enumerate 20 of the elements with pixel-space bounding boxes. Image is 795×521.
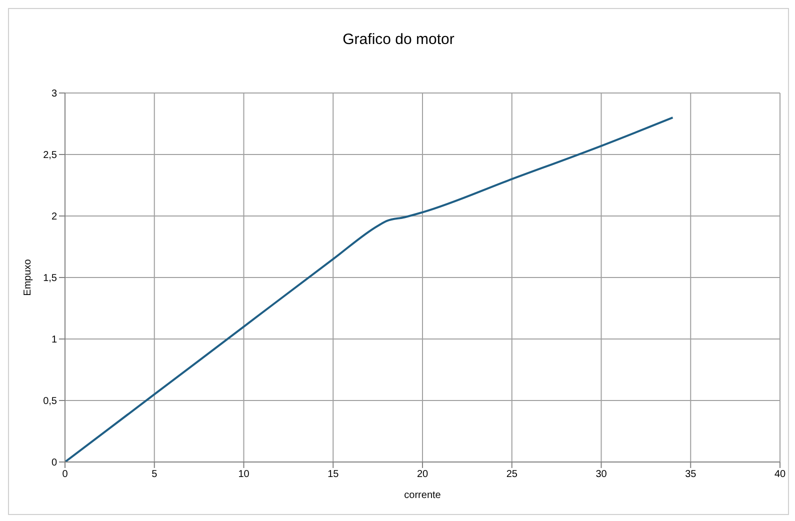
x-tick-label: 20: [416, 469, 428, 480]
y-tick-label: 0,5: [43, 396, 58, 408]
y-axis-title: Empuxo: [22, 258, 34, 296]
y-tick-label: 3: [51, 88, 58, 100]
y-tick-label: 1,5: [43, 273, 58, 284]
line-series: [65, 116, 674, 462]
chart-title: Grafico do motor: [342, 31, 456, 48]
x-tick-label: 25: [506, 469, 518, 480]
y-tick-label: 1: [51, 334, 58, 346]
x-tick-label: 10: [238, 469, 250, 480]
x-tick-label: 15: [328, 469, 340, 480]
x-tick-label: 0: [62, 469, 68, 480]
y-tick-label: 0: [51, 458, 58, 469]
x-tick-label: 5: [152, 469, 158, 480]
x-tick-label: 40: [774, 469, 786, 480]
y-tick-label: 2: [51, 212, 58, 223]
y-tick-label: 2,5: [43, 150, 58, 162]
x-tick-label: 35: [685, 469, 697, 480]
x-tick-label: 30: [596, 469, 608, 480]
x-axis-title: corrente: [404, 490, 442, 501]
